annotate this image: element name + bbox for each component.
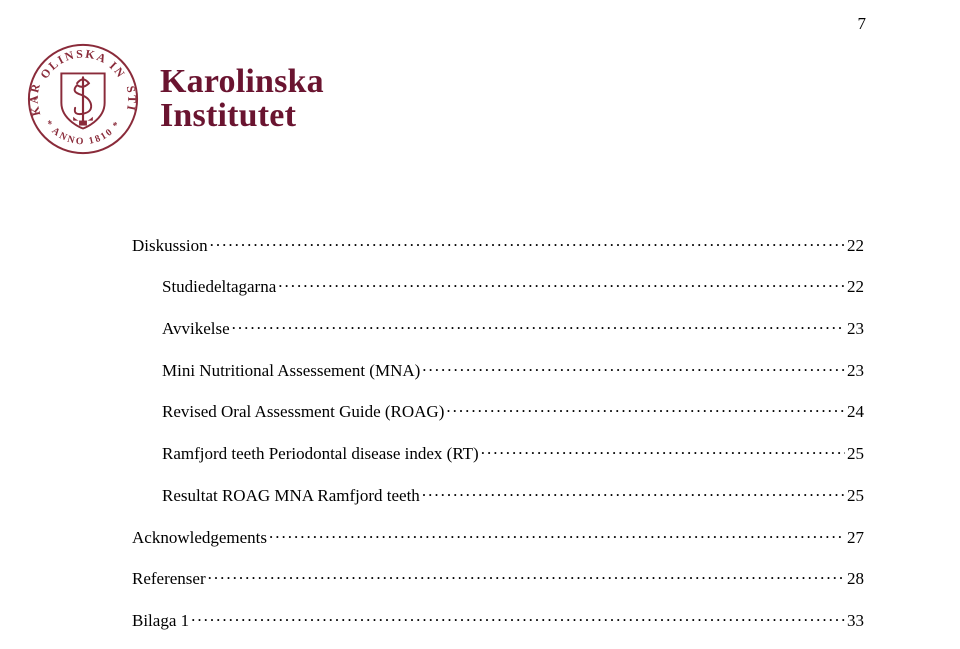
toc-page-number: 23 [847, 361, 864, 381]
toc-entry: Ramfjord teeth Periodontal disease index… [132, 440, 864, 464]
toc-label: Bilaga 1 [132, 611, 189, 631]
toc-label: Revised Oral Assessment Guide (ROAG) [162, 402, 444, 422]
toc-page-number: 23 [847, 319, 864, 339]
brand-line-2: Institutet [160, 99, 324, 133]
page-number: 7 [858, 14, 867, 34]
toc-page-number: 33 [847, 611, 864, 631]
toc-page-number: 25 [847, 444, 864, 464]
toc-label: Ramfjord teeth Periodontal disease index… [162, 444, 479, 464]
toc-entry: Revised Oral Assessment Guide (ROAG) 24 [132, 399, 864, 423]
toc-label: Acknowledgements [132, 528, 267, 548]
toc-leader-dots [269, 524, 845, 543]
toc-leader-dots [278, 274, 845, 293]
toc-leader-dots [208, 566, 845, 585]
toc-label: Mini Nutritional Assessement (MNA) [162, 361, 420, 381]
toc-entry: Bilaga 1 33 [132, 607, 864, 631]
toc-label: Diskussion [132, 236, 208, 256]
toc-label: Studiedeltagarna [162, 277, 276, 297]
toc-entry: Acknowledgements 27 [132, 524, 864, 548]
toc-leader-dots [210, 232, 845, 251]
toc-entry: Diskussion 22 [132, 232, 864, 256]
toc-entry: Referenser 28 [132, 566, 864, 590]
toc-leader-dots [191, 607, 845, 626]
toc-page-number: 22 [847, 236, 864, 256]
toc-page-number: 24 [847, 402, 864, 422]
toc-leader-dots [232, 315, 845, 334]
toc-label: Resultat ROAG MNA Ramfjord teeth [162, 486, 420, 506]
toc-leader-dots [446, 399, 845, 418]
toc-entry: Resultat ROAG MNA Ramfjord teeth 25 [132, 482, 864, 506]
page: 7 OLINSKA IN KAR STI * ANNO 1810 * [0, 0, 960, 613]
toc-label: Avvikelse [162, 319, 230, 339]
header: OLINSKA IN KAR STI * ANNO 1810 * [24, 40, 324, 158]
toc-page-number: 25 [847, 486, 864, 506]
toc-page-number: 28 [847, 569, 864, 589]
toc-page-number: 22 [847, 277, 864, 297]
toc-label: Referenser [132, 569, 206, 589]
toc-leader-dots [422, 357, 845, 376]
toc-page-number: 27 [847, 528, 864, 548]
toc-entry: Studiedeltagarna 22 [132, 274, 864, 298]
toc-leader-dots [422, 482, 845, 501]
brand-wordmark: Karolinska Institutet [160, 65, 324, 133]
karolinska-seal-icon: OLINSKA IN KAR STI * ANNO 1810 * [24, 40, 142, 158]
toc-entry: Mini Nutritional Assessement (MNA) 23 [132, 357, 864, 381]
toc-entry: Avvikelse 23 [132, 315, 864, 339]
toc-leader-dots [481, 440, 845, 459]
brand-line-1: Karolinska [160, 65, 324, 99]
table-of-contents: Diskussion 22 Studiedeltagarna 22 Avvikelse 2… [132, 232, 864, 649]
